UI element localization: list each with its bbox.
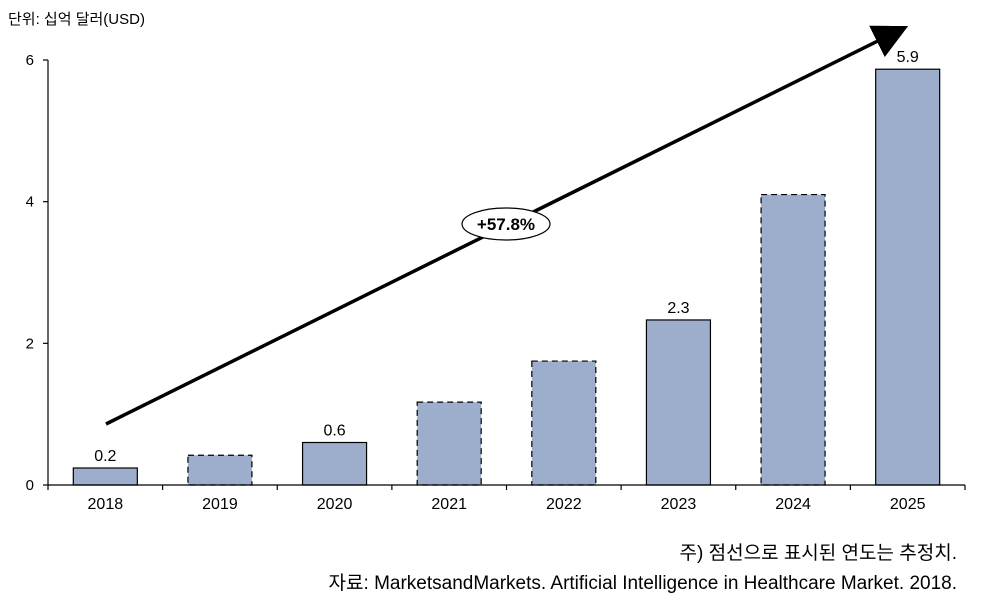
bar-2024 bbox=[760, 193, 826, 486]
x-tick-label-2023: 2023 bbox=[661, 496, 697, 513]
data-label-2018: 0.2 bbox=[94, 448, 116, 465]
bar-2022 bbox=[531, 360, 597, 486]
footnote: 주) 점선으로 표시된 연도는 추정치. bbox=[679, 543, 957, 564]
y-tick-label-4: 4 bbox=[26, 194, 34, 211]
trend-group: +57.8% bbox=[105, 25, 909, 426]
growth-annotation-ellipse bbox=[461, 207, 551, 241]
x-tick-label-2024: 2024 bbox=[775, 496, 811, 513]
x-tick-label-2019: 2019 bbox=[202, 496, 238, 513]
data-label-2020: 0.6 bbox=[323, 423, 345, 440]
bar-2020 bbox=[301, 441, 368, 486]
y-tick-label-0: 0 bbox=[26, 477, 34, 494]
unit-label: 단위: 십억 달러(USD) bbox=[8, 11, 145, 28]
axes-group bbox=[43, 59, 966, 490]
y-tick-label-6: 6 bbox=[26, 52, 34, 69]
x-tick-label-2021: 2021 bbox=[431, 496, 467, 513]
bars-group bbox=[72, 68, 941, 486]
bar-2019 bbox=[187, 454, 253, 486]
bar-2025 bbox=[875, 68, 941, 486]
y-tick-label-2: 2 bbox=[26, 335, 34, 352]
x-tick-label-2025: 2025 bbox=[890, 496, 926, 513]
x-tick-label-2022: 2022 bbox=[546, 496, 582, 513]
x-tick-label-2020: 2020 bbox=[317, 496, 353, 513]
bar-2023 bbox=[645, 319, 712, 486]
x-tick-label-2018: 2018 bbox=[88, 496, 124, 513]
data-label-2025: 5.9 bbox=[897, 49, 919, 66]
bar-2018 bbox=[72, 467, 138, 486]
source-note: 자료: MarketsandMarkets. Artificial Intell… bbox=[328, 573, 957, 594]
growth-annotation-label: +57.8% bbox=[477, 215, 535, 234]
bar-2021 bbox=[416, 401, 482, 486]
data-label-2023: 2.3 bbox=[667, 300, 689, 317]
